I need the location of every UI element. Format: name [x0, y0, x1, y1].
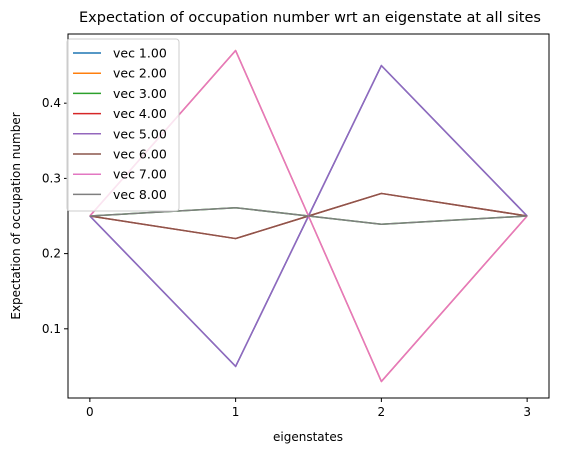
y-tick-label: 0.1: [42, 322, 61, 336]
x-tick-label: 0: [86, 405, 94, 419]
y-tick-label: 0.4: [42, 96, 61, 110]
x-tick-label: 3: [523, 405, 531, 419]
x-axis-label: eigenstates: [273, 430, 343, 444]
legend-label: vec 2.00: [113, 66, 167, 81]
x-axis-ticks: 0 1 2 3: [86, 398, 531, 419]
series-layer: [89, 49, 528, 383]
legend-label: vec 1.00: [113, 46, 167, 61]
x-tick-label: 2: [378, 405, 386, 419]
y-tick-label: 0.3: [42, 171, 61, 185]
x-tick-label: 1: [232, 405, 240, 419]
legend-label: vec 6.00: [113, 147, 167, 162]
y-tick-label: 0.2: [42, 247, 61, 261]
legend-label: vec 8.00: [113, 187, 167, 202]
chart-title: Expectation of occupation number wrt an …: [79, 10, 541, 26]
legend-label: vec 5.00: [113, 126, 167, 141]
legend-box: [66, 38, 180, 212]
plot-frame: [67, 33, 550, 399]
legend-label: vec 4.00: [113, 106, 167, 121]
y-axis-label: Expectation of occupation number: [9, 112, 23, 319]
y-axis-ticks: 0.1 0.2 0.3 0.4: [42, 96, 68, 336]
legend: vec 1.00 vec 2.00 vec 3.00 vec 4.00 vec 5.00…: [66, 38, 180, 212]
series-line-8: [89, 206, 528, 226]
legend-label: vec 7.00: [113, 167, 167, 182]
legend-label: vec 3.00: [113, 86, 167, 101]
